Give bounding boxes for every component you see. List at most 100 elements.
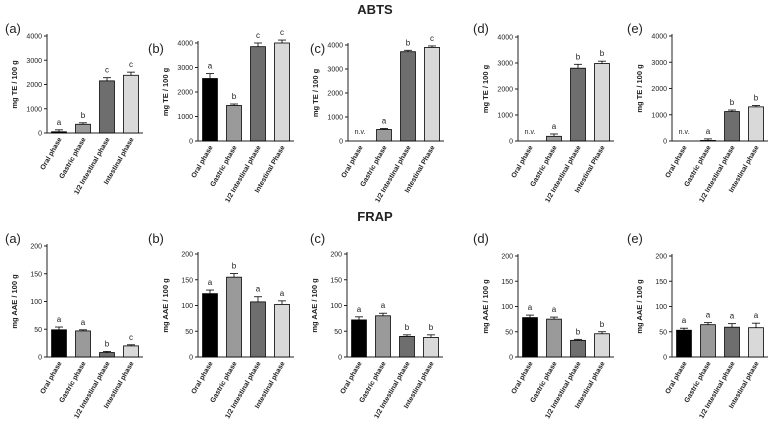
bar (250, 301, 266, 358)
panel-label: (d) (473, 231, 489, 246)
data-label: a (754, 311, 759, 320)
bar (123, 74, 139, 134)
abts-panel-e: (e) 0 1000 2000 3000 4000 mg TE / 100 g n.v. Ora… (627, 21, 768, 204)
bar (522, 317, 538, 358)
data-label: c (129, 60, 133, 69)
y-tick-label: 200 (181, 252, 193, 259)
bar (274, 42, 290, 142)
y-tick-label: 100 (181, 303, 193, 310)
panel-label: (a) (5, 21, 21, 36)
y-tick-label: 3000 (651, 60, 667, 67)
data-label: c (105, 66, 109, 75)
data-label: c (129, 333, 133, 342)
y-axis-label: mg AAE / 100 g (481, 279, 490, 334)
panel-label: (b) (148, 231, 164, 246)
y-tick-label: 100 (30, 299, 42, 306)
data-label: a (382, 117, 387, 126)
frap-panel-b: (b) 0 50 100 150 200 mg AAE / 100 g a Oral phase… (148, 231, 294, 420)
bar (594, 63, 610, 142)
y-tick-label: 0 (509, 355, 513, 362)
abts-panel-a: (a) 0 1000 2000 3000 4000 mg TE / 100 g a Oral p… (5, 21, 143, 196)
data-label: a (528, 303, 533, 312)
data-label: n.v. (355, 129, 366, 136)
data-label: a (706, 127, 711, 136)
y-tick-label: 150 (181, 277, 193, 284)
data-label: a (706, 311, 711, 320)
data-label: a (57, 118, 62, 127)
frap-section-title: FRAP (357, 209, 393, 224)
panel-label: (e) (627, 231, 643, 246)
y-tick-label: 50 (185, 329, 193, 336)
panel-label: (c) (310, 41, 325, 56)
data-label: b (232, 262, 237, 271)
data-label: b (576, 52, 581, 61)
y-tick-label: 50 (334, 329, 342, 336)
data-label: a (208, 278, 213, 287)
y-axis-label: mg AAE / 100 g (161, 278, 170, 333)
y-tick-label: 4000 (177, 41, 193, 48)
y-tick-label: 1000 (26, 106, 42, 113)
y-tick-label: 4000 (26, 34, 42, 41)
panel-label: (e) (627, 21, 643, 36)
y-tick-label: 1000 (327, 115, 343, 122)
bar (570, 339, 586, 358)
bar (226, 105, 242, 142)
y-axis-label: mg AAE / 100 g (635, 279, 644, 334)
bar (123, 345, 139, 358)
abts-panel-d: (d) 0 1000 2000 3000 4000 mg TE / 100 g n.v. Ora… (473, 21, 614, 204)
bar (400, 51, 416, 142)
y-tick-label: 150 (655, 279, 667, 286)
y-tick-label: 200 (501, 254, 513, 261)
data-label: b (405, 323, 410, 332)
y-tick-label: 0 (509, 139, 513, 146)
y-tick-label: 0 (189, 139, 193, 146)
bar (375, 315, 391, 358)
y-tick-label: 100 (655, 304, 667, 311)
y-tick-label: 3000 (26, 58, 42, 65)
abts-section-title: ABTS (357, 2, 393, 17)
frap-panel-d: (d) 0 50 100 150 200 mg AAE / 100 g a Oral phase… (473, 231, 614, 420)
abts-panel-b: (b) 0 1000 2000 3000 4000 mg TE / 100 g a Oral p… (148, 28, 294, 204)
data-label: n.v. (525, 129, 536, 136)
y-tick-label: 4000 (497, 35, 513, 42)
data-label: a (208, 62, 213, 71)
x-tick-label: Oral phase (191, 144, 215, 179)
bar (724, 326, 740, 358)
data-label: b (576, 327, 581, 336)
x-tick-label: Oral phase (511, 144, 535, 179)
bar (424, 47, 440, 142)
y-axis-label: mg TE / 100 g (10, 60, 19, 109)
y-tick-label: 2000 (651, 86, 667, 93)
y-tick-label: 4000 (327, 43, 343, 50)
y-tick-label: 0 (663, 139, 667, 146)
bar (250, 46, 266, 142)
bar (546, 318, 562, 358)
y-tick-label: 2000 (497, 87, 513, 94)
bar (748, 327, 764, 358)
data-label: b (600, 49, 605, 58)
bar (99, 80, 115, 134)
panel-label: (c) (310, 231, 325, 246)
data-label: b (406, 38, 411, 47)
y-tick-label: 50 (34, 327, 42, 334)
y-tick-label: 0 (339, 139, 343, 146)
x-tick-label: Oral phase (40, 136, 64, 171)
bar (202, 293, 218, 358)
y-tick-label: 2000 (327, 91, 343, 98)
bar (399, 335, 415, 358)
y-axis-label: mg TE / 100 g (161, 67, 170, 116)
bar (75, 330, 91, 358)
bar (99, 352, 115, 358)
bar (351, 319, 367, 358)
bar (748, 106, 764, 142)
data-label: a (256, 285, 261, 294)
data-label: a (381, 301, 386, 310)
bar (75, 123, 91, 134)
data-label: a (682, 316, 687, 325)
y-tick-label: 200 (30, 244, 42, 251)
data-label: c (256, 31, 260, 40)
bar (226, 276, 242, 358)
bar (51, 329, 67, 358)
bar (724, 111, 740, 142)
